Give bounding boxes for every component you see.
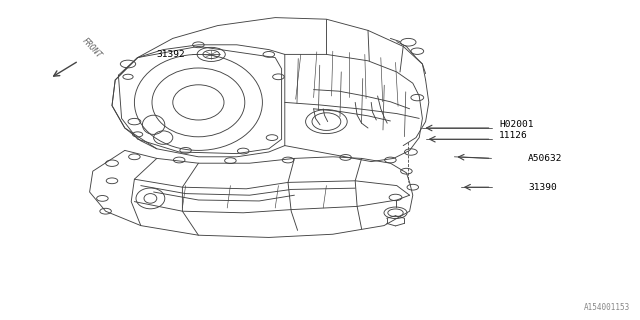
- Text: A50632: A50632: [528, 154, 563, 163]
- Text: H02001: H02001: [499, 120, 534, 129]
- Text: 31392: 31392: [157, 50, 186, 59]
- Text: 31390: 31390: [528, 183, 557, 192]
- Text: FRONT: FRONT: [81, 36, 104, 60]
- Text: 11126: 11126: [499, 132, 528, 140]
- Text: A154001153: A154001153: [584, 303, 630, 312]
